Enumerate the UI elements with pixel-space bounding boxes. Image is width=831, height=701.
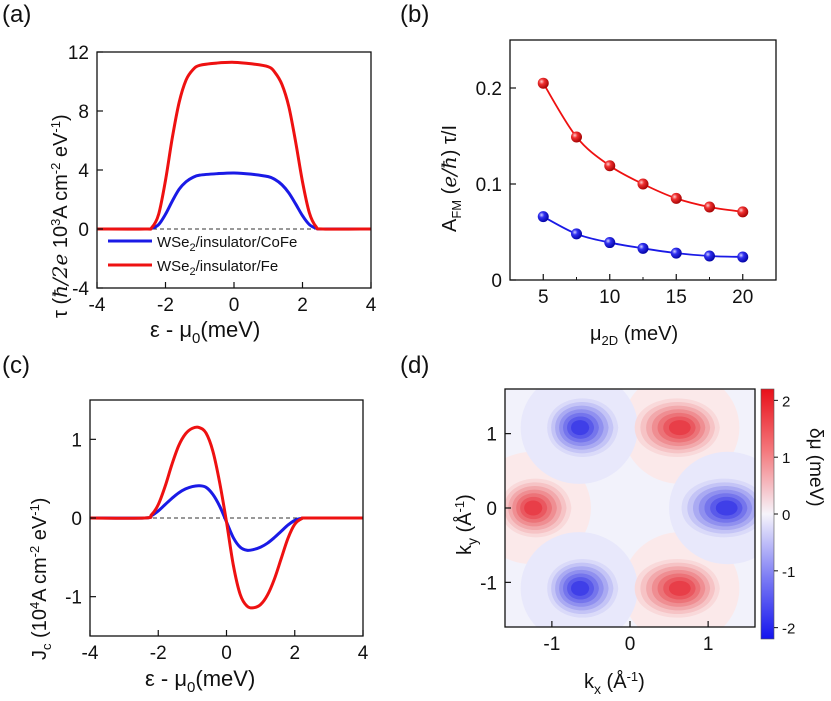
panel-b-series-1-point bbox=[704, 250, 715, 262]
panel-b-xtick-label: 15 bbox=[666, 287, 687, 308]
panel-d-xtick-label: 0 bbox=[625, 634, 636, 655]
panel-b-xtick-label: 20 bbox=[732, 287, 753, 308]
colorbar-tick-label: 2 bbox=[782, 393, 790, 410]
panel-d-ylabel: ky (Å-1) bbox=[452, 494, 480, 555]
colorbar bbox=[760, 388, 775, 640]
panel-a-xlabel: ε - μ0(meV) bbox=[150, 317, 260, 347]
panel-c-xtick-label: -4 bbox=[82, 643, 99, 664]
panel-b-series-1-point bbox=[604, 237, 616, 249]
panel-b-ylabel: AFM (e/ħ) τ/I bbox=[437, 125, 464, 232]
panel-b-series-1-point bbox=[537, 211, 549, 223]
heatmap-contour-0-6 bbox=[668, 420, 691, 436]
panel-b-xlabel: μ2D (meV) bbox=[590, 323, 678, 348]
panel-a-ylabel: τ (ħ/2e 103A cm-2 eV-1) bbox=[48, 114, 72, 318]
panel-b-series-0-point bbox=[704, 201, 715, 213]
panel-label-b: (b) bbox=[400, 1, 429, 28]
panel-b-series-0-point bbox=[604, 160, 616, 172]
panel-b-xtick-label: 5 bbox=[538, 287, 549, 308]
panel-a-series-0-line bbox=[96, 171, 372, 231]
panel-a-series-1-line bbox=[96, 60, 372, 231]
panel-a-ytick-label: 4 bbox=[78, 161, 89, 182]
panel-a-ytick-label: -4 bbox=[72, 279, 89, 300]
panel-a-ytick-label: 12 bbox=[68, 43, 89, 64]
panel-d-xlabel: kx (Å-1) bbox=[584, 669, 645, 697]
heatmap-contour-4-6 bbox=[715, 500, 738, 516]
panel-c-series-1-line bbox=[89, 425, 364, 610]
panel-a: -4 -2 0 2 4 -4 0 4 8 12 WSe2/insulator/CoFe WSe2/… bbox=[48, 43, 377, 347]
panel-c-xtick-label: 0 bbox=[221, 643, 232, 664]
panel-d-ytick-label: 1 bbox=[486, 425, 497, 446]
panel-b-ytick-label: 0 bbox=[491, 271, 502, 292]
panel-label-c: (c) bbox=[2, 352, 30, 379]
panel-label-d: (d) bbox=[400, 352, 429, 379]
panel-b-series-0-point bbox=[537, 77, 549, 89]
panel-b-series-0-fit bbox=[542, 82, 743, 213]
panel-a-xtick-label: 0 bbox=[229, 295, 240, 316]
panel-a-ytick-label: 0 bbox=[78, 220, 89, 241]
panel-c-ytick-label: -1 bbox=[65, 588, 82, 609]
panel-b-series-0-point bbox=[670, 192, 682, 204]
panel-b-series-1-point bbox=[737, 251, 749, 263]
panel-a-xtick-label: 2 bbox=[297, 295, 308, 316]
panel-b-series-1-point bbox=[637, 242, 649, 254]
panel-c-xtick-label: 4 bbox=[358, 643, 369, 664]
panel-b-series-1-point bbox=[670, 247, 682, 259]
colorbar-tick-label: -1 bbox=[782, 564, 795, 581]
panel-c-xtick-label: -2 bbox=[150, 643, 167, 664]
panel-a-legend: WSe2/insulator/CoFe WSe2/insulator/Fe bbox=[108, 234, 297, 278]
panel-b-xtick-label: 10 bbox=[599, 287, 620, 308]
panel-c-ylabel: Jc (104A cm-2 eV-1) bbox=[27, 498, 54, 660]
panel-label-a: (a) bbox=[2, 1, 31, 28]
panel-a-xtick-label: 4 bbox=[366, 295, 377, 316]
panel-b-series-0-point bbox=[737, 206, 749, 218]
panel-a-xtick-label: -2 bbox=[157, 295, 174, 316]
panel-b-ytick-label: 0.1 bbox=[476, 175, 502, 196]
panel-d-xtick-label: -1 bbox=[543, 634, 560, 655]
panel-d-ytick-label: -1 bbox=[480, 573, 497, 594]
colorbar-tick-label: -2 bbox=[782, 621, 795, 638]
colorbar-tick-label: 1 bbox=[782, 450, 790, 467]
colorbar-tick-label: 0 bbox=[782, 507, 790, 524]
legend-label-fe: WSe2/insulator/Fe bbox=[157, 258, 278, 278]
panel-a-xtick-label: -4 bbox=[89, 295, 106, 316]
panel-a-ytick-label: 8 bbox=[78, 102, 89, 123]
panel-c-xlabel: ε - μ0(meV) bbox=[145, 666, 255, 696]
panel-d-xtick-label: 1 bbox=[703, 634, 714, 655]
heatmap-contour-1-6 bbox=[524, 500, 543, 516]
panel-b-series-1-point bbox=[571, 228, 582, 240]
panel-c-ytick-label: 1 bbox=[71, 430, 82, 451]
heatmap-contour-5-6 bbox=[571, 580, 590, 596]
panel-d-ytick-label: 0 bbox=[486, 499, 497, 520]
panel-c-ytick-label: 0 bbox=[71, 509, 82, 530]
heatmap-contour-3-6 bbox=[571, 420, 590, 436]
panel-d: -1 0 1 -1 0 1 2 1 0 -1 -2 kx (Å-1) ky (Å-1) δμ (m… bbox=[452, 388, 826, 697]
panel-b-series-0-point bbox=[637, 178, 649, 190]
panel-a-frame bbox=[96, 51, 372, 289]
panel-b-ytick-label: 0.2 bbox=[476, 79, 502, 100]
panel-b: 5 10 15 20 0 0.1 0.2 μ2D (meV) AFM (e/ħ) τ/I bbox=[437, 39, 777, 348]
panel-b-series-0-point bbox=[571, 131, 582, 143]
legend-label-cofe: WSe2/insulator/CoFe bbox=[157, 234, 297, 254]
panel-c: -4 -2 0 2 4 -1 0 1 ε - μ0(meV) Jc (104A cm-2 eV… bbox=[27, 399, 369, 696]
colorbar-label: δμ (meV) bbox=[805, 428, 826, 507]
heatmap-contour-2-6 bbox=[668, 580, 691, 596]
panel-c-xtick-label: 2 bbox=[289, 643, 300, 664]
